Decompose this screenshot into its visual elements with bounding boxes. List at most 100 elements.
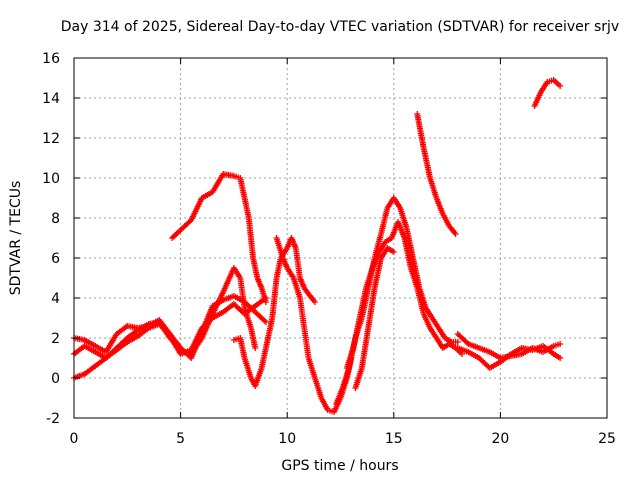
y-tick-label: 4 xyxy=(51,291,60,307)
marker-run xyxy=(488,360,502,370)
marker-run xyxy=(210,172,226,194)
series-arc-k xyxy=(454,343,564,371)
y-tick-label: 8 xyxy=(51,211,60,227)
marker-run xyxy=(231,266,243,280)
marker-run xyxy=(456,332,471,346)
marker-run xyxy=(436,326,447,340)
marker-run xyxy=(103,332,119,354)
marker-run xyxy=(263,316,275,350)
marker-run xyxy=(83,344,97,354)
marker-run xyxy=(126,334,140,344)
x-tick-label: 0 xyxy=(70,431,79,447)
marker-run xyxy=(428,326,439,340)
series-arc-j xyxy=(414,111,459,237)
series-arc-i xyxy=(352,245,397,391)
marker-run xyxy=(359,326,371,370)
marker-run xyxy=(477,345,491,355)
marker-run xyxy=(344,346,356,370)
data-point xyxy=(252,345,259,351)
marker-run xyxy=(280,256,290,270)
marker-run xyxy=(269,276,280,320)
marker-run xyxy=(552,352,562,360)
marker-run xyxy=(340,366,352,390)
marker-run xyxy=(391,196,403,210)
marker-run xyxy=(301,326,312,360)
marker-run xyxy=(200,316,215,330)
marker-run xyxy=(306,292,317,304)
marker-run xyxy=(273,256,284,280)
marker-run xyxy=(211,310,225,320)
marker-run xyxy=(237,336,248,360)
marker-run xyxy=(333,386,345,406)
marker-run xyxy=(520,346,534,356)
y-axis-label: SDTVAR / TECUs xyxy=(8,181,24,296)
marker-run xyxy=(440,212,452,228)
marker-run xyxy=(170,228,183,240)
marker-run xyxy=(370,250,382,270)
marker-run xyxy=(211,298,225,308)
marker-run xyxy=(233,173,242,181)
marker-run xyxy=(200,190,214,200)
marker-run xyxy=(376,240,388,254)
marker-run xyxy=(237,176,248,200)
marker-run xyxy=(427,176,439,200)
marker-run xyxy=(552,78,562,88)
marker-run xyxy=(434,196,446,216)
marker-run xyxy=(188,330,205,360)
y-tick-label: 2 xyxy=(51,331,60,347)
marker-run xyxy=(291,276,303,300)
marker-run xyxy=(285,266,296,280)
marker-run xyxy=(403,226,416,260)
marker-run xyxy=(147,321,161,331)
marker-run xyxy=(395,220,407,240)
marker-run xyxy=(115,340,129,352)
marker-run xyxy=(379,246,390,260)
marker-run xyxy=(383,236,394,244)
data-point xyxy=(459,351,466,357)
marker-run xyxy=(467,350,481,360)
marker-run xyxy=(488,350,502,360)
marker-run xyxy=(357,286,369,320)
marker-run xyxy=(221,266,237,294)
marker-run xyxy=(259,346,269,370)
x-tick-label: 15 xyxy=(385,431,403,447)
data-point xyxy=(557,355,564,361)
marker-run xyxy=(350,316,363,350)
marker-run xyxy=(255,276,264,290)
x-tick-label: 25 xyxy=(598,431,616,447)
marker-run xyxy=(421,146,433,180)
marker-run xyxy=(546,77,555,85)
marker-run xyxy=(104,348,119,360)
data-series xyxy=(71,77,564,415)
marker-run xyxy=(292,246,303,280)
series-arc-d xyxy=(169,171,269,305)
marker-run xyxy=(456,345,470,355)
marker-run xyxy=(401,236,414,270)
marker-run xyxy=(241,196,252,220)
marker-run xyxy=(274,236,286,260)
marker-run xyxy=(353,366,365,390)
marker-run xyxy=(83,338,97,348)
y-tick-label: -2 xyxy=(46,411,60,427)
marker-run xyxy=(232,294,246,304)
marker-run xyxy=(441,342,451,350)
marker-run xyxy=(397,206,410,230)
marker-run xyxy=(386,246,396,254)
marker-run xyxy=(306,356,318,380)
marker-run xyxy=(297,296,307,330)
marker-run xyxy=(378,206,390,236)
data-point xyxy=(452,231,459,237)
plot-frame xyxy=(73,57,608,419)
marker-run xyxy=(248,326,258,350)
axis-ticks: 0 5 10 15 20 25 -2 0 2 4 6 8 10 12 14 16 xyxy=(42,51,616,447)
y-tick-label: 10 xyxy=(42,171,60,187)
marker-run xyxy=(253,310,268,324)
marker-run xyxy=(125,328,140,340)
marker-run xyxy=(167,334,183,356)
marker-run xyxy=(250,256,260,280)
data-point xyxy=(262,299,269,305)
marker-run xyxy=(252,366,264,388)
data-point xyxy=(390,249,397,255)
marker-run xyxy=(242,356,254,380)
marker-run xyxy=(552,341,561,349)
